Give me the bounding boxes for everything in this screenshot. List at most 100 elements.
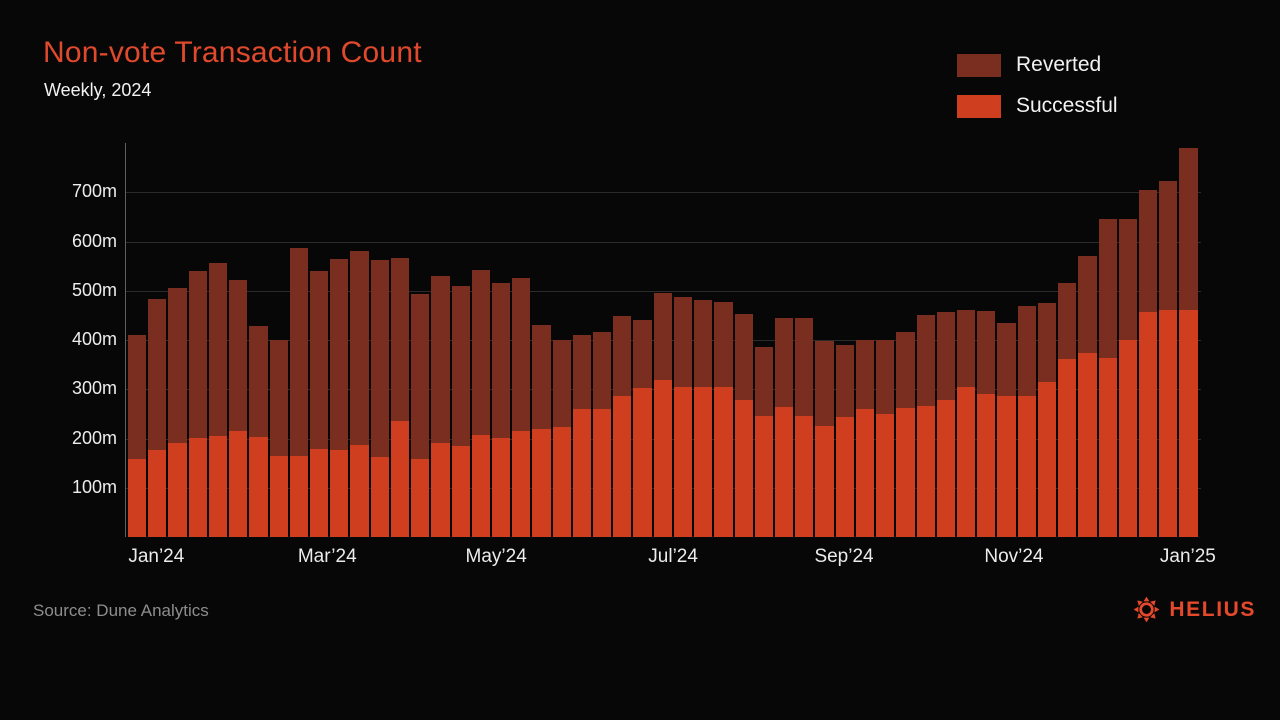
bar-segment-reverted (876, 339, 895, 414)
bar-segment-reverted (795, 318, 814, 417)
bar-segment-successful (633, 387, 652, 537)
bar-segment-successful (411, 459, 430, 537)
bar-segment-successful (128, 459, 147, 537)
bar-segment-successful (956, 386, 976, 537)
bar-week-22 (552, 143, 571, 537)
x-tick-label: May’24 (465, 546, 527, 567)
bar-segment-reverted (148, 299, 167, 450)
bar-segment-successful (936, 400, 955, 537)
bar-segment-reverted (1159, 180, 1178, 311)
bar-segment-successful (431, 443, 450, 537)
bar-segment-successful (229, 430, 248, 537)
bar-segment-reverted (370, 259, 389, 457)
bar-segment-successful (896, 408, 915, 537)
bar-segment-successful (471, 435, 490, 537)
bar-segment-successful (1058, 358, 1077, 537)
legend: Reverted Successful (957, 53, 1118, 118)
bar-week-8 (269, 143, 288, 537)
bar-week-41 (936, 143, 955, 537)
bar-segment-successful (734, 399, 753, 537)
gridline-700m (126, 192, 1201, 194)
bar-week-50 (1118, 143, 1137, 537)
legend-label: Successful (1016, 94, 1118, 117)
bar-week-4 (188, 143, 207, 537)
bar-week-5 (208, 143, 228, 537)
bar-segment-successful (249, 437, 268, 537)
legend-item-successful: Successful (957, 94, 1118, 118)
bar-week-18 (471, 143, 490, 537)
y-tick-label: 200m (71, 427, 117, 448)
gridline-600m (126, 241, 1201, 243)
bar-segment-reverted (471, 270, 490, 436)
bar-segment-reverted (1037, 302, 1057, 382)
bar-segment-successful (168, 443, 187, 537)
bar-segment-reverted (997, 322, 1016, 396)
bar-segment-reverted (411, 293, 430, 460)
bar-segment-successful (876, 413, 895, 537)
chart-plot-area: 700m 600m 500m 400m 300m 200m 100m Jan’24 Mar’2… (72, 143, 1216, 567)
bar-week-19 (491, 143, 511, 537)
bar-week-12 (350, 143, 369, 537)
bar-week-47 (1058, 143, 1077, 537)
bar-segment-reverted (633, 320, 652, 388)
bar-week-20 (512, 143, 531, 537)
bar-week-15 (411, 143, 430, 537)
sunburst-icon (1134, 596, 1160, 623)
bar-segment-reverted (1179, 147, 1198, 310)
bar-segment-successful (1138, 312, 1158, 537)
bar-segment-reverted (269, 340, 288, 456)
bar-segment-successful (370, 456, 389, 537)
bar-week-39 (896, 143, 915, 537)
bar-week-21 (532, 143, 551, 537)
bar-week-2 (148, 143, 167, 537)
bar-week-26 (633, 143, 652, 537)
bar-segment-reverted (653, 293, 672, 381)
bar-segment-successful (572, 408, 592, 537)
bar-segment-reverted (956, 310, 976, 387)
x-axis: Jan’24 Mar’24 May’24 Jul’24 Sep’24 Nov’24 Jan’… (126, 546, 1216, 572)
x-tick-label: Nov’24 (984, 546, 1044, 567)
bar-week-10 (309, 143, 329, 537)
bar-week-23 (572, 143, 592, 537)
bar-segment-reverted (977, 310, 996, 395)
bar-segment-reverted (593, 332, 612, 409)
bar-segment-reverted (855, 340, 875, 410)
x-tick-label: Jan’24 (128, 546, 185, 567)
legend-item-reverted: Reverted (957, 53, 1118, 77)
bar-week-49 (1098, 143, 1117, 537)
bar-segment-reverted (208, 263, 228, 437)
page-title: Non-vote Transaction Count (43, 36, 422, 69)
bar-segment-reverted (775, 318, 794, 407)
bar-segment-reverted (613, 315, 632, 396)
bar-segment-reverted (1118, 218, 1137, 340)
bar-segment-reverted (330, 258, 349, 450)
bar-week-25 (613, 143, 632, 537)
bar-segment-reverted (1078, 256, 1097, 353)
bar-segment-successful (269, 455, 288, 537)
bar-segment-successful (451, 445, 470, 537)
bar-segment-successful (1118, 340, 1137, 537)
bar-segment-successful (188, 438, 207, 537)
bar-segment-successful (855, 409, 875, 537)
bar-segment-successful (835, 417, 854, 537)
bar-segment-reverted (1058, 283, 1077, 359)
bar-week-34 (795, 143, 814, 537)
y-tick-label: 300m (71, 378, 117, 399)
bar-week-40 (916, 143, 935, 537)
bar-week-28 (673, 143, 693, 537)
bar-week-17 (451, 143, 470, 537)
bar-segment-reverted (168, 287, 187, 444)
bar-segment-successful (1037, 381, 1057, 537)
bar-segment-successful (977, 394, 996, 537)
bar-segment-reverted (1017, 306, 1036, 396)
bar-segment-reverted (512, 278, 531, 431)
bar-segment-reverted (673, 296, 693, 387)
bar-week-53 (1179, 143, 1198, 537)
bar-segment-reverted (552, 340, 571, 427)
bar-segment-successful (1078, 352, 1097, 537)
bar-week-9 (289, 143, 308, 537)
bar-segment-reverted (916, 315, 935, 406)
bar-week-36 (835, 143, 854, 537)
bar-week-14 (390, 143, 410, 537)
